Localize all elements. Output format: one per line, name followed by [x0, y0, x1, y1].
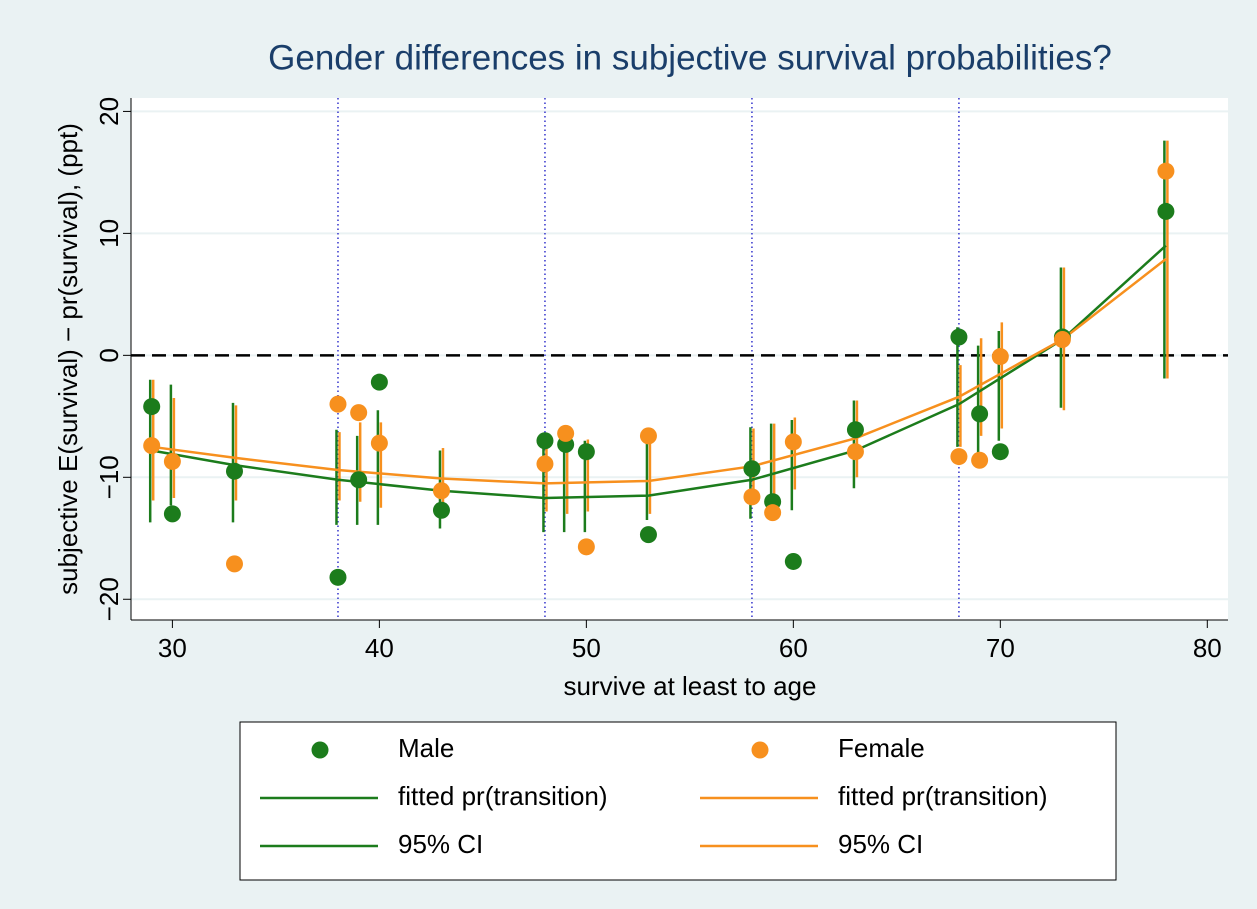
legend-marker — [751, 741, 769, 759]
y-tick-label: 10 — [94, 219, 124, 248]
point — [743, 460, 761, 478]
point — [557, 424, 575, 442]
point — [784, 433, 802, 451]
point — [971, 451, 989, 469]
x-tick-label: 40 — [365, 633, 394, 663]
point — [846, 421, 864, 439]
point — [846, 443, 864, 461]
point — [991, 348, 1009, 366]
fit-line — [151, 258, 1167, 485]
point — [950, 448, 968, 466]
point — [743, 488, 761, 506]
point — [143, 398, 161, 416]
point — [225, 462, 243, 480]
legend-label: Male — [398, 733, 454, 763]
x-tick-label: 60 — [779, 633, 808, 663]
point — [639, 427, 657, 445]
point — [329, 395, 347, 413]
point — [1157, 202, 1175, 220]
y-tick-label: −20 — [94, 577, 124, 621]
point — [143, 437, 161, 455]
chart-title: Gender differences in subjective surviva… — [268, 38, 1112, 77]
y-tick-label: −10 — [94, 455, 124, 499]
point — [991, 443, 1009, 461]
y-tick-label: 0 — [94, 348, 124, 362]
x-axis-title: survive at least to age — [564, 671, 817, 701]
point — [950, 328, 968, 346]
point — [536, 432, 554, 450]
x-tick-label: 80 — [1193, 633, 1222, 663]
fit-line — [151, 244, 1167, 500]
point — [971, 405, 989, 423]
point — [329, 568, 347, 586]
point — [163, 452, 181, 470]
point — [350, 471, 368, 489]
legend-marker — [311, 741, 329, 759]
point — [432, 482, 450, 500]
point — [1157, 162, 1175, 180]
point — [536, 455, 554, 473]
y-tick-label: 20 — [94, 97, 124, 126]
plot-area — [131, 98, 1228, 620]
point — [370, 373, 388, 391]
point — [577, 538, 595, 556]
x-tick-label: 70 — [986, 633, 1015, 663]
legend-label: 95% CI — [838, 829, 923, 859]
point — [764, 504, 782, 522]
y-axis-title: subjective E(survival) − pr(survival), (… — [53, 123, 83, 595]
x-tick-label: 30 — [158, 633, 187, 663]
point — [639, 526, 657, 544]
legend-label: fitted pr(transition) — [838, 781, 1048, 811]
x-tick-label: 50 — [572, 633, 601, 663]
point — [432, 501, 450, 519]
legend-label: 95% CI — [398, 829, 483, 859]
legend-label: Female — [838, 733, 925, 763]
point — [163, 505, 181, 523]
legend-box — [239, 721, 1117, 881]
legend-label: fitted pr(transition) — [398, 781, 608, 811]
point — [577, 443, 595, 461]
point — [1053, 330, 1071, 348]
point — [350, 404, 368, 422]
point — [370, 434, 388, 452]
point — [784, 552, 802, 570]
point — [225, 555, 243, 573]
